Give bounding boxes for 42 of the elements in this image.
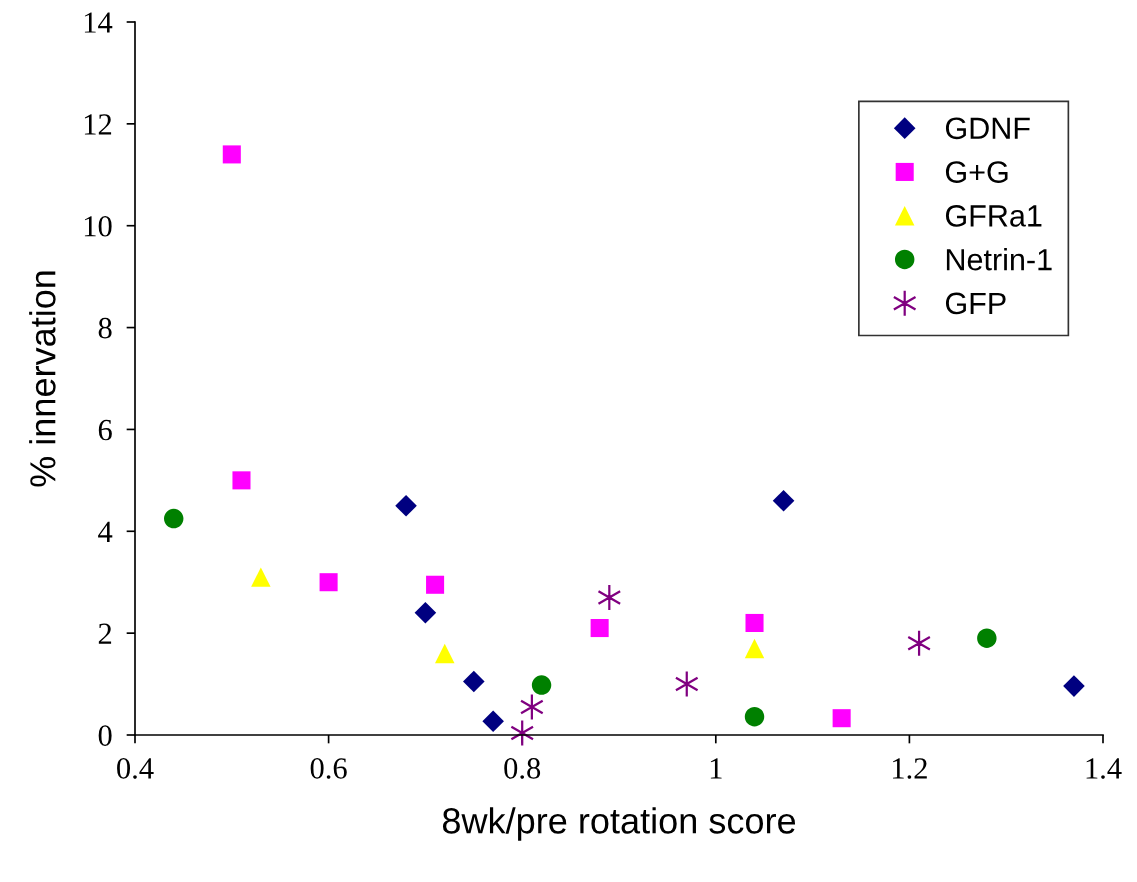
x-tick-label: 1.4 <box>1086 758 1122 779</box>
point <box>745 613 764 632</box>
y-tick-label: 2 <box>98 623 112 644</box>
x-tick-label: 1 <box>710 758 722 779</box>
y-tick-label: 8 <box>98 317 112 339</box>
point <box>435 643 455 664</box>
point <box>744 638 765 659</box>
y-tick-label: 10 <box>84 216 112 237</box>
point <box>977 628 997 648</box>
point <box>319 573 338 592</box>
point <box>463 670 485 693</box>
point <box>519 693 544 721</box>
x-tick-label: 0.4 <box>117 758 154 779</box>
legend-label: GFRa1 <box>945 205 1042 227</box>
x-tick-label: 1.2 <box>892 758 927 779</box>
point <box>222 145 241 164</box>
x-axis-title: 8wk/pre rotation score <box>442 807 796 841</box>
point <box>414 601 437 624</box>
legend-label: GFP <box>945 292 1006 315</box>
legend-label: GDNF <box>945 117 1030 140</box>
y-tick-label: 6 <box>98 419 112 441</box>
x-tick-label: 0.8 <box>504 758 541 779</box>
point <box>251 567 271 587</box>
point <box>395 495 417 517</box>
y-tick-label: 12 <box>84 114 112 135</box>
point <box>232 471 251 490</box>
point <box>772 489 795 512</box>
legend-label: Netrin-1 <box>946 248 1052 271</box>
y-tick-label: 0 <box>98 725 112 746</box>
point <box>482 710 504 733</box>
point <box>531 675 552 695</box>
legend-label: G+G <box>945 161 1008 183</box>
point <box>590 619 609 638</box>
point <box>426 575 445 594</box>
y-tick-label: 14 <box>84 12 113 33</box>
x-tick-label: 0.6 <box>310 758 347 779</box>
point <box>744 706 765 727</box>
point <box>832 709 851 728</box>
y-axis-title: % innervation <box>29 271 56 487</box>
point <box>1063 675 1085 697</box>
point <box>164 508 184 529</box>
y-tick-label: 4 <box>98 521 113 542</box>
